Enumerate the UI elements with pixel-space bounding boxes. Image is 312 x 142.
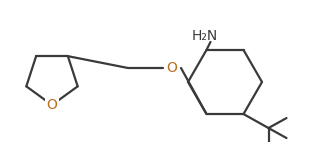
Text: O: O: [167, 61, 178, 75]
Text: H₂N: H₂N: [191, 29, 218, 43]
Text: O: O: [46, 98, 57, 112]
